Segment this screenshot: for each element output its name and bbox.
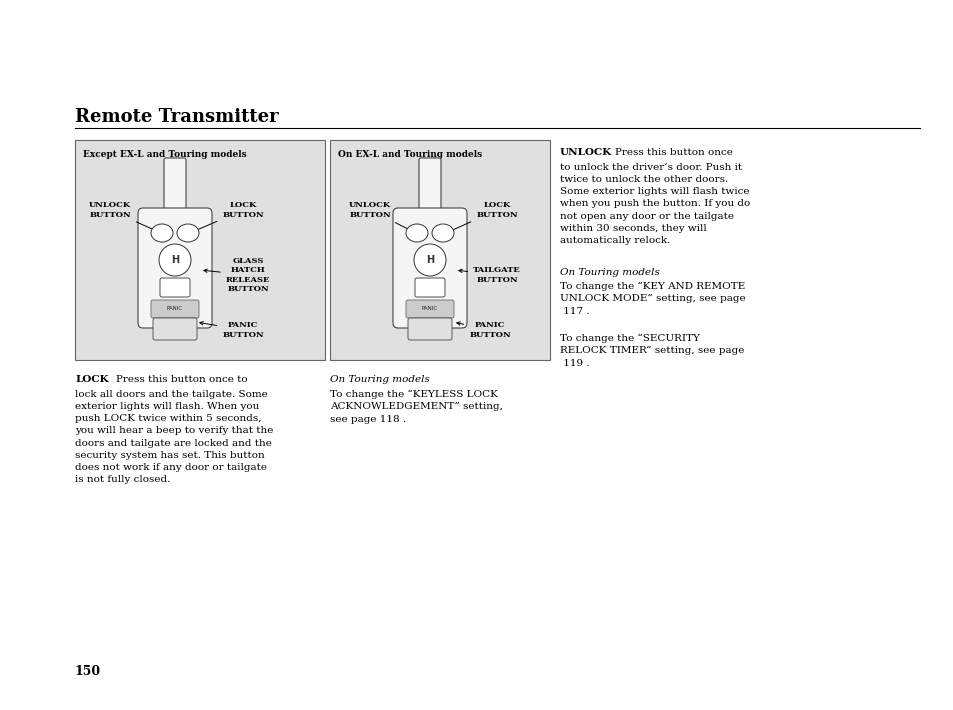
Text: To change the “KEY AND REMOTE
UNLOCK MODE” setting, see page
 117 .: To change the “KEY AND REMOTE UNLOCK MOD… xyxy=(559,282,745,316)
Text: UNLOCK
BUTTON: UNLOCK BUTTON xyxy=(349,202,412,231)
Text: To change the “SECURITY
RELOCK TIMER” setting, see page
 119 .: To change the “SECURITY RELOCK TIMER” se… xyxy=(559,334,743,368)
Text: LOCK
BUTTON: LOCK BUTTON xyxy=(193,202,264,231)
Circle shape xyxy=(159,244,191,276)
Circle shape xyxy=(414,244,446,276)
FancyBboxPatch shape xyxy=(393,208,467,328)
FancyBboxPatch shape xyxy=(418,158,440,217)
FancyBboxPatch shape xyxy=(164,158,186,217)
Text: lock all doors and the tailgate. Some
exterior lights will flash. When you
push : lock all doors and the tailgate. Some ex… xyxy=(75,390,274,484)
Bar xyxy=(330,140,550,360)
Text: PANIC
BUTTON: PANIC BUTTON xyxy=(456,322,510,339)
Text: On Touring models: On Touring models xyxy=(330,375,430,384)
Ellipse shape xyxy=(432,224,454,242)
FancyBboxPatch shape xyxy=(151,300,199,318)
Text: H: H xyxy=(171,255,179,265)
Bar xyxy=(75,140,325,360)
Text: On EX-L and Touring models: On EX-L and Touring models xyxy=(337,150,481,159)
FancyBboxPatch shape xyxy=(138,208,212,328)
Text: Remote Transmitter: Remote Transmitter xyxy=(75,108,278,126)
FancyBboxPatch shape xyxy=(415,278,444,297)
Text: PANIC: PANIC xyxy=(421,307,437,312)
Text: H: H xyxy=(425,255,434,265)
Text: Press this button once: Press this button once xyxy=(601,148,732,157)
FancyBboxPatch shape xyxy=(160,278,190,297)
Text: Except EX-L and Touring models: Except EX-L and Touring models xyxy=(83,150,247,159)
Ellipse shape xyxy=(406,224,428,242)
Text: LOCK
BUTTON: LOCK BUTTON xyxy=(449,202,517,231)
Text: GLASS
HATCH
RELEASE
BUTTON: GLASS HATCH RELEASE BUTTON xyxy=(204,257,270,293)
Text: LOCK: LOCK xyxy=(75,375,109,384)
Text: to unlock the driver’s door. Push it
twice to unlock the other doors.
Some exter: to unlock the driver’s door. Push it twi… xyxy=(559,163,749,245)
Text: TAILGATE
BUTTON: TAILGATE BUTTON xyxy=(458,266,520,283)
FancyBboxPatch shape xyxy=(152,318,196,340)
Text: To change the “KEYLESS LOCK
ACKNOWLEDGEMENT” setting,
see page 118 .: To change the “KEYLESS LOCK ACKNOWLEDGEM… xyxy=(330,390,502,424)
Text: On Touring models: On Touring models xyxy=(559,268,659,277)
Text: PANIC: PANIC xyxy=(167,307,183,312)
Text: PANIC
BUTTON: PANIC BUTTON xyxy=(199,322,264,339)
Ellipse shape xyxy=(151,224,172,242)
Text: UNLOCK
BUTTON: UNLOCK BUTTON xyxy=(89,202,157,231)
Ellipse shape xyxy=(177,224,199,242)
Text: 150: 150 xyxy=(75,665,101,678)
Text: Press this button once to: Press this button once to xyxy=(103,375,248,384)
FancyBboxPatch shape xyxy=(406,300,454,318)
FancyBboxPatch shape xyxy=(408,318,452,340)
Text: UNLOCK: UNLOCK xyxy=(559,148,612,157)
